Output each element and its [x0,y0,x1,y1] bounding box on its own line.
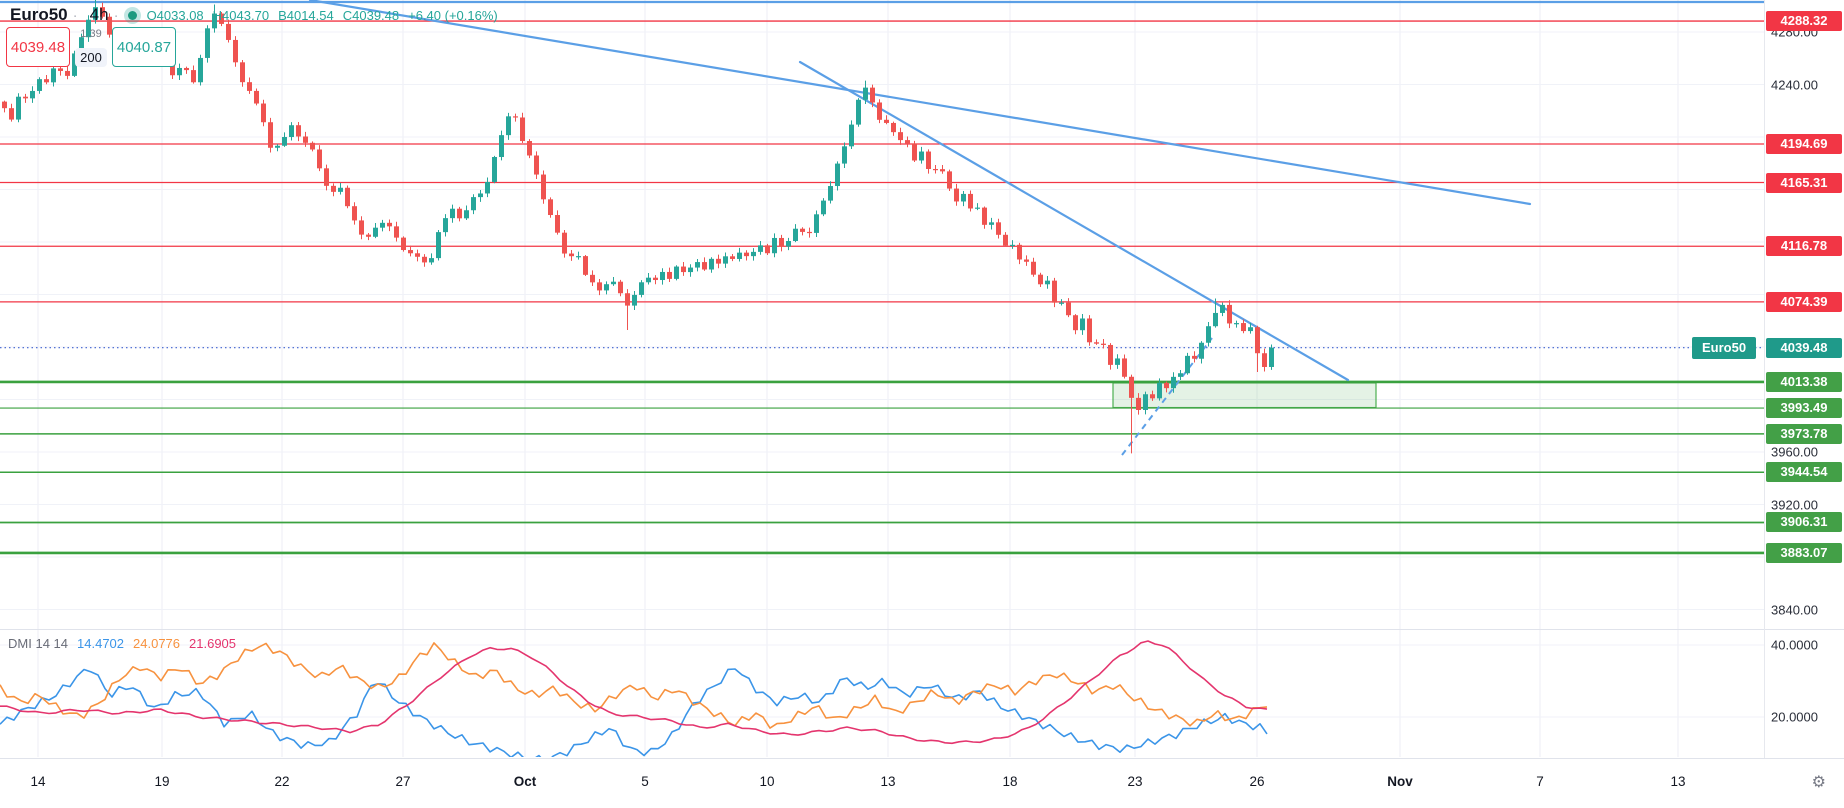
price-chart[interactable] [0,0,1844,758]
price-axis-tick: 3920.00 [1771,497,1818,512]
legend-separator: · [72,6,78,24]
dmi-indicator-values: 14.4702 24.0776 21.6905 [77,636,245,651]
support-price-badge[interactable]: 3906.31 [1766,512,1842,533]
support-price-badge[interactable]: 3883.07 [1766,542,1842,563]
dmi-value: 21.6905 [189,636,237,651]
demand-zone[interactable] [1112,382,1377,409]
buy-button[interactable]: 4040.87 [112,27,176,67]
resistance-price-badge[interactable]: 4116.78 [1766,236,1842,257]
ohlc-values: O4033.08 H4043.70 B4014.54 C4039.48 +6.40 (+… [147,8,498,23]
time-axis-label: 26 [1249,774,1265,789]
dmi-value: 14.4702 [77,636,125,651]
time-axis-label: 13 [880,774,896,789]
support-price-badge[interactable]: 3973.78 [1766,423,1842,444]
time-axis-label: 5 [641,774,649,789]
time-axis-label: Oct [513,774,537,789]
market-status-icon [127,10,137,20]
gridlines [0,0,1764,757]
support-price-badge[interactable]: 3993.49 [1766,398,1842,419]
time-axis-label: 19 [154,774,170,789]
time-axis-label: 10 [759,774,775,789]
dmi-indicator-legend: DMI 14 14 14.4702 24.0776 21.6905 [8,636,245,651]
time-axis-label: Nov [1387,774,1413,789]
price-axis-tick: 4240.00 [1771,77,1818,92]
trendline[interactable] [308,0,1532,206]
symbol-legend: Euro50 · 4h · O4033.08 H4043.70 B4014.54 C4… [10,5,498,25]
time-axis-label: 23 [1127,774,1143,789]
price-axis-tick: 3960.00 [1771,444,1818,460]
time-axis[interactable]: 14 19 22 27 Oct 5 10 13 18 23 26 Nov 7 13 ⚙ [0,758,1844,808]
dmi-axis-tick: 20.0000 [1771,709,1818,725]
dmi-line-plus-di [0,668,1268,757]
trade-widget: 4039.48 1.39 200 4040.87 [6,27,176,67]
price-axis-tick: 3840.00 [1771,602,1818,617]
spread-value: 1.39 [80,28,102,40]
time-axis-label: 7 [1536,774,1544,789]
legend-separator: · [113,6,119,24]
resistance-price-badge[interactable]: 4165.31 [1766,172,1842,193]
support-price-badge[interactable]: 3944.54 [1766,462,1842,483]
dmi-value: 24.0776 [133,636,181,651]
ohlc-o-value: O4033.08 [146,7,204,23]
resistance-price-badge[interactable]: 4194.69 [1766,133,1842,154]
support-price-badge[interactable]: 4013.38 [1766,371,1842,392]
quantity-field[interactable]: 200 [75,48,107,67]
current-price-badge: 4039.48 [1766,337,1842,358]
current-symbol-chip: Euro50 [1692,336,1757,359]
dmi-plot [0,640,1268,757]
ohlc-c-value: C4039.48 [342,7,400,23]
time-axis-label: 22 [274,774,290,789]
resistance-price-badge[interactable]: 4074.39 [1766,291,1842,312]
dmi-line-minus-di [0,642,1268,729]
axis-settings-gear-icon[interactable]: ⚙ [1811,774,1826,791]
trendline[interactable] [798,60,1350,382]
symbol-title[interactable]: Euro50 [10,5,68,24]
time-axis-label: 18 [1002,774,1018,789]
interval-label[interactable]: 4h [89,5,109,24]
sell-button[interactable]: 4039.48 [6,27,70,67]
time-axis-label: 27 [395,774,411,789]
dmi-line-adx [0,640,1268,745]
spread-quantity: 1.39 200 [75,27,107,67]
time-axis-label: 14 [30,774,46,789]
ohlc-b-value: B4014.54 [278,7,334,23]
dmi-axis-tick: 40.0000 [1771,637,1818,653]
time-axis-label: 13 [1670,774,1686,789]
change-value: +6.40 (+0.16%) [408,7,498,23]
resistance-price-badge[interactable]: 4288.32 [1766,11,1842,32]
dmi-indicator-name[interactable]: DMI 14 14 [8,636,69,651]
ohlc-h-value: H4043.70 [212,7,270,23]
